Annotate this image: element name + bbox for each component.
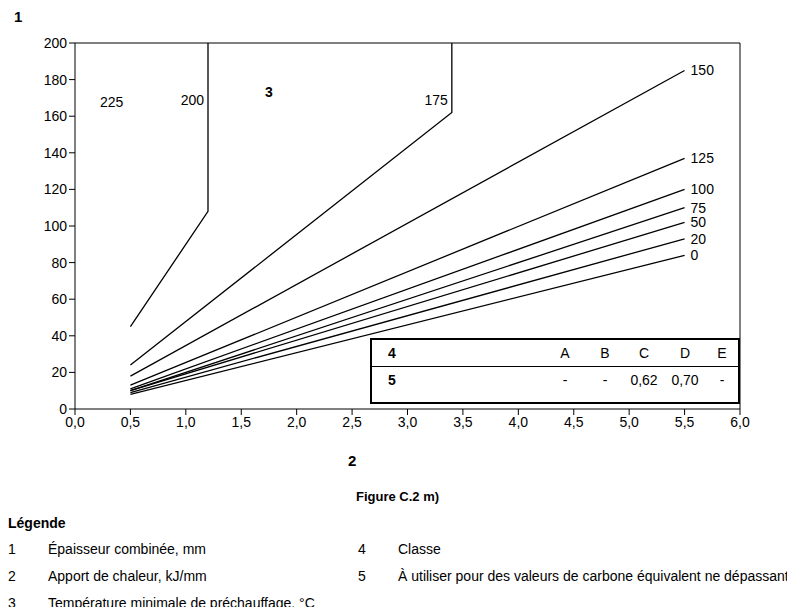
html-text:4: 4 <box>388 345 396 361</box>
svg-text:80: 80 <box>51 255 67 271</box>
html-text:Apport de chaleur, kJ/mm: Apport de chaleur, kJ/mm <box>48 568 207 584</box>
svg-text:175: 175 <box>424 92 448 108</box>
svg-text:150: 150 <box>691 62 715 78</box>
svg-text:0,0: 0,0 <box>65 414 85 430</box>
html-text:5: 5 <box>388 372 396 388</box>
svg-text:200: 200 <box>181 92 205 108</box>
html-text:Classe: Classe <box>398 541 441 557</box>
html-text:Figure C.2 m): Figure C.2 m) <box>356 489 439 504</box>
svg-text:140: 140 <box>44 145 68 161</box>
html-text:3: 3 <box>8 595 16 611</box>
svg-text:20: 20 <box>51 364 67 380</box>
svg-text:120: 120 <box>44 181 68 197</box>
html-text:Légende: Légende <box>8 515 66 531</box>
html-text:1: 1 <box>8 541 16 557</box>
svg-text:0: 0 <box>59 401 67 417</box>
svg-text:4,0: 4,0 <box>509 414 529 430</box>
svg-text:100: 100 <box>691 181 715 197</box>
svg-text:0: 0 <box>691 247 699 263</box>
svg-text:0,5: 0,5 <box>121 414 141 430</box>
svg-text:225: 225 <box>100 94 124 110</box>
html-text:2: 2 <box>8 568 16 584</box>
html-text:C: C <box>638 345 650 361</box>
html-text:5: 5 <box>358 568 366 584</box>
html-text:0,62: 0,62 <box>630 372 658 388</box>
svg-text:3: 3 <box>265 84 273 100</box>
html-text:1: 1 <box>14 8 23 25</box>
html-text:A: A <box>560 345 570 361</box>
html-text:Température minimale de précha: Température minimale de préchauffage, °C <box>48 595 315 611</box>
svg-text:50: 50 <box>691 214 707 230</box>
html-text:D: D <box>679 345 691 361</box>
svg-text:60: 60 <box>51 291 67 307</box>
svg-text:100: 100 <box>44 218 68 234</box>
svg-text:40: 40 <box>51 328 67 344</box>
svg-text:3,0: 3,0 <box>398 414 418 430</box>
svg-text:3,5: 3,5 <box>453 414 473 430</box>
svg-text:1,5: 1,5 <box>232 414 252 430</box>
svg-text:6,0: 6,0 <box>730 414 750 430</box>
html-text:0,70: 0,70 <box>671 372 699 388</box>
svg-text:5,0: 5,0 <box>619 414 639 430</box>
svg-text:200: 200 <box>44 35 68 51</box>
html-text:2: 2 <box>348 452 357 469</box>
svg-text:125: 125 <box>691 150 715 166</box>
svg-text:5,5: 5,5 <box>675 414 695 430</box>
html-text:E: E <box>717 345 727 361</box>
svg-text:75: 75 <box>691 200 707 216</box>
svg-text:2,0: 2,0 <box>287 414 307 430</box>
svg-text:4,5: 4,5 <box>564 414 584 430</box>
html-text:4: 4 <box>358 541 366 557</box>
svg-text:1,0: 1,0 <box>176 414 196 430</box>
html-text:Épaisseur combinée, mm: Épaisseur combinée, mm <box>48 541 206 557</box>
svg-text:180: 180 <box>44 72 68 88</box>
svg-text:160: 160 <box>44 108 68 124</box>
svg-text:20: 20 <box>691 231 707 247</box>
html-text:B: B <box>600 345 610 361</box>
svg-text:2,5: 2,5 <box>342 414 362 430</box>
